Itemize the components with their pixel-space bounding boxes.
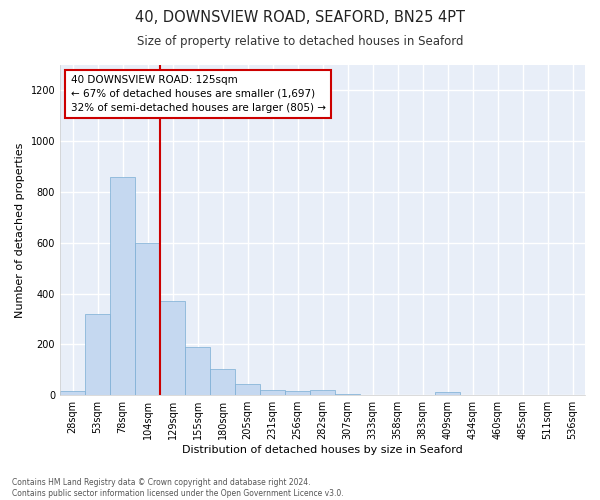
Bar <box>260 390 285 395</box>
Text: Size of property relative to detached houses in Seaford: Size of property relative to detached ho… <box>137 35 463 48</box>
Bar <box>85 314 110 395</box>
Bar <box>160 301 185 395</box>
Text: 40, DOWNSVIEW ROAD, SEAFORD, BN25 4PT: 40, DOWNSVIEW ROAD, SEAFORD, BN25 4PT <box>135 10 465 25</box>
Bar <box>435 392 460 395</box>
Bar <box>135 243 160 395</box>
Bar <box>235 384 260 395</box>
Bar <box>310 390 335 395</box>
X-axis label: Distribution of detached houses by size in Seaford: Distribution of detached houses by size … <box>182 445 463 455</box>
Bar <box>60 392 85 395</box>
Bar <box>285 392 310 395</box>
Bar <box>210 368 235 395</box>
Bar <box>110 177 135 395</box>
Bar <box>335 394 360 395</box>
Bar <box>185 347 210 395</box>
Text: Contains HM Land Registry data © Crown copyright and database right 2024.
Contai: Contains HM Land Registry data © Crown c… <box>12 478 344 498</box>
Text: 40 DOWNSVIEW ROAD: 125sqm
← 67% of detached houses are smaller (1,697)
32% of se: 40 DOWNSVIEW ROAD: 125sqm ← 67% of detac… <box>71 75 326 113</box>
Y-axis label: Number of detached properties: Number of detached properties <box>15 142 25 318</box>
